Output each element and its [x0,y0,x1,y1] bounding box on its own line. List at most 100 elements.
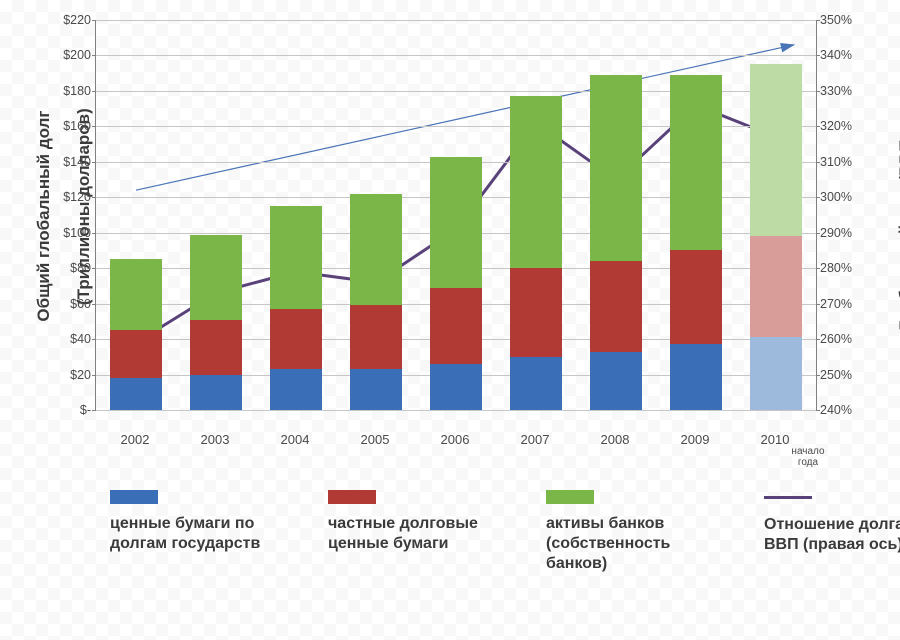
bar-seg-gov [190,375,242,410]
ytick-right: 240% [820,403,858,417]
ytick-mark [92,375,96,376]
bar-seg-priv [510,268,562,357]
ytick-mark [92,20,96,21]
ytick-right: 250% [820,368,858,382]
ytick-left: $20 [51,368,91,382]
ytick-mark [816,339,820,340]
bar-seg-banks [190,235,242,320]
ytick-right: 330% [820,84,858,98]
ytick-right: 270% [820,297,858,311]
bar-seg-priv [430,288,482,364]
y-left-title-line1: Общий глобальный долг [34,111,53,322]
bar-seg-banks [750,64,802,236]
ytick-right: 320% [820,119,858,133]
ytick-left: $160 [51,119,91,133]
legend-label-line: Отношение долга к ВВП (правая ось) [764,515,900,555]
plot-area: $-$20$40$60$80$100$120$140$160$180$200$2… [95,20,817,411]
bar-seg-gov [670,344,722,410]
x-label: 2006 [425,432,485,447]
bar-seg-gov [750,337,802,410]
legend-swatch-priv [328,490,376,504]
ytick-mark [816,268,820,269]
legend-label-banks: активы банков (собственность банков) [546,514,706,574]
bar-seg-gov [510,357,562,410]
x-label: 2004 [265,432,325,447]
gridline [96,20,816,21]
legend-item-line: Отношение долга к ВВП (правая ось) [764,490,900,574]
bar-seg-banks [110,259,162,330]
ytick-mark [816,20,820,21]
ytick-left: $60 [51,297,91,311]
x-label: 2003 [185,432,245,447]
ytick-mark [92,126,96,127]
bar-seg-priv [750,236,802,337]
bar-seg-gov [430,364,482,410]
gridline [96,410,816,411]
ytick-right: 260% [820,332,858,346]
bar-seg-gov [590,352,642,411]
x-label: 2010 [745,432,805,447]
ytick-right: 290% [820,226,858,240]
ytick-right: 350% [820,13,858,27]
ytick-left: $80 [51,261,91,275]
bar-seg-banks [430,157,482,288]
ytick-mark [92,304,96,305]
bar-seg-priv [670,250,722,344]
legend-item-gov: ценные бумаги по долгам государств [110,490,270,574]
legend-label-priv: частные долговые ценные бумаги [328,514,488,554]
legend-swatch-line [764,496,812,499]
bar-seg-priv [110,330,162,378]
gridline [96,55,816,56]
ytick-left: $100 [51,226,91,240]
ytick-mark [816,375,820,376]
ytick-mark [92,197,96,198]
legend-item-priv: частные долговые ценные бумаги [328,490,488,574]
ytick-right: 280% [820,261,858,275]
ytick-left: $140 [51,155,91,169]
legend-swatch-banks [546,490,594,504]
ytick-right: 300% [820,190,858,204]
x-label: 2002 [105,432,165,447]
ytick-mark [816,410,820,411]
ytick-right: 340% [820,48,858,62]
ytick-left: $180 [51,84,91,98]
bar-seg-banks [510,96,562,268]
ytick-mark [816,233,820,234]
ytick-mark [92,339,96,340]
chart-stage: Общий глобальный долг (Триллионы долларо… [0,0,900,640]
bar-seg-banks [270,206,322,309]
ytick-mark [92,91,96,92]
bar-seg-banks [350,194,402,306]
y-right-title-text: Глобальный долг/ВВП [896,25,900,445]
ytick-right: 310% [820,155,858,169]
legend-swatch-gov [110,490,158,504]
x-sublabel: начало года [783,446,833,468]
bar-seg-priv [190,320,242,375]
ytick-mark [816,162,820,163]
ytick-mark [92,162,96,163]
bar-seg-gov [110,378,162,410]
ytick-left: $220 [51,13,91,27]
ytick-left: $40 [51,332,91,346]
ytick-mark [816,55,820,56]
y-left-title-line2: (Триллионы долларов) [74,108,93,305]
x-label: 2008 [585,432,645,447]
ytick-mark [92,55,96,56]
ytick-mark [92,410,96,411]
ytick-left: $- [51,403,91,417]
ytick-mark [816,197,820,198]
x-label: 2005 [345,432,405,447]
bar-seg-gov [350,369,402,410]
ytick-mark [816,91,820,92]
legend-item-banks: активы банков (собственность банков) [546,490,706,574]
bar-seg-gov [270,369,322,410]
y-axis-right-title: Глобальный долг/ВВП [896,235,900,445]
ytick-mark [92,233,96,234]
bar-seg-priv [270,309,322,369]
bar-seg-banks [590,75,642,261]
ytick-left: $120 [51,190,91,204]
bar-seg-priv [590,261,642,351]
ytick-left: $200 [51,48,91,62]
x-label: 2009 [665,432,725,447]
ytick-mark [816,304,820,305]
